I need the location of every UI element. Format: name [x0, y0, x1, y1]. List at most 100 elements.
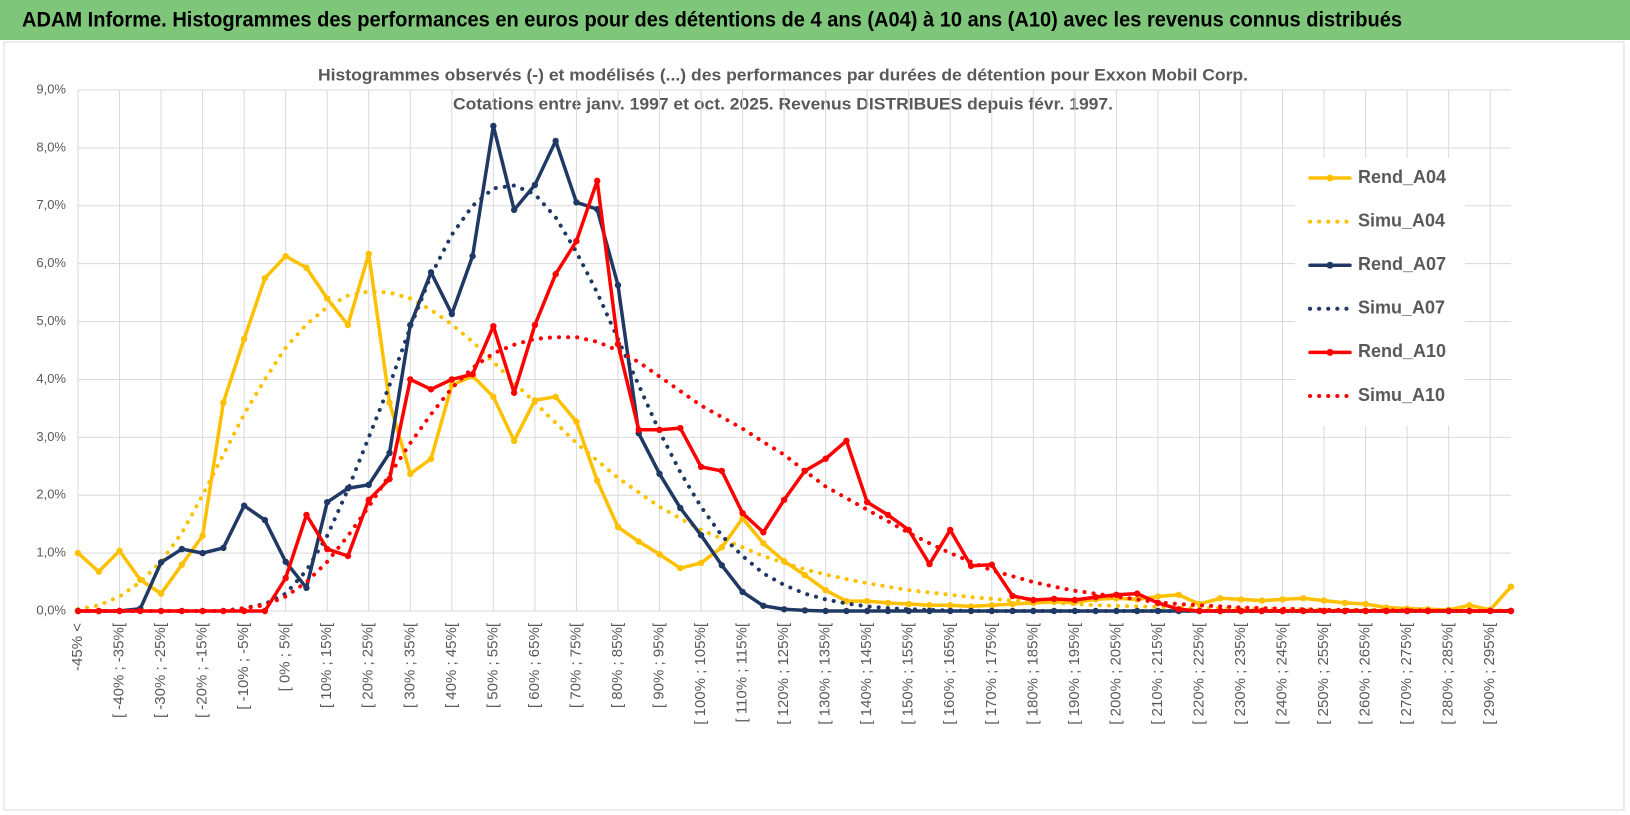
- point: [365, 250, 372, 258]
- point: [801, 607, 809, 614]
- point: [988, 602, 995, 609]
- point: [1175, 606, 1182, 613]
- point: [95, 568, 102, 575]
- x-tick-label: -45% <: [69, 623, 86, 671]
- point: [448, 310, 456, 318]
- point: [1320, 597, 1328, 604]
- point: [594, 206, 601, 213]
- point: [677, 424, 684, 432]
- series-line: [76, 183, 1513, 613]
- point: [573, 199, 580, 206]
- point: [344, 552, 352, 560]
- point: [967, 562, 975, 570]
- point: [1258, 607, 1265, 615]
- point: [635, 426, 642, 434]
- point: [240, 335, 248, 343]
- x-tick-label: [ 160% ; 165%[: [941, 622, 958, 725]
- x-tick-label: [ 120% ; 125%[: [775, 622, 792, 725]
- point: [1362, 600, 1369, 608]
- point: [1009, 600, 1016, 608]
- x-tick-label: [ 50% ; 55%[: [484, 622, 501, 708]
- point: [1175, 591, 1182, 598]
- point: [863, 498, 871, 506]
- point: [1341, 599, 1349, 607]
- point: [427, 386, 435, 393]
- point: [490, 122, 497, 130]
- point: [1466, 602, 1473, 609]
- point: [1050, 595, 1058, 603]
- point: [261, 516, 269, 524]
- y-tick-label: 7,0%: [36, 197, 66, 212]
- point: [863, 597, 871, 605]
- point: [1507, 583, 1515, 590]
- point: [365, 496, 372, 504]
- point: [386, 475, 393, 483]
- point: [303, 511, 310, 519]
- point: [407, 376, 414, 383]
- point: [1487, 607, 1494, 615]
- x-tick-label: [ 70% ; 75%[: [567, 622, 584, 708]
- point: [1258, 597, 1265, 604]
- point: [510, 389, 518, 396]
- point: [967, 603, 975, 610]
- legend-label: Rend_A07: [1358, 254, 1446, 274]
- y-tick-label: 1,0%: [36, 545, 66, 560]
- x-tick-label: [ 150% ; 155%[: [900, 622, 917, 725]
- point: [220, 544, 227, 552]
- header-bar: [0, 0, 1630, 40]
- point: [261, 607, 269, 615]
- point: [988, 607, 995, 615]
- point: [926, 607, 933, 615]
- point: [178, 545, 186, 553]
- point: [905, 600, 912, 608]
- x-tick-label: [ 40% ; 45%[: [443, 622, 460, 708]
- x-tick-label: [ 200% ; 205%[: [1107, 622, 1124, 725]
- point: [531, 181, 539, 189]
- point: [448, 382, 456, 389]
- x-tick-label: [ 170% ; 175%[: [983, 622, 1000, 725]
- point: [739, 588, 746, 596]
- point: [1466, 607, 1473, 615]
- legend-marker: [1326, 261, 1334, 269]
- x-tick-label: [ -40% ; -35%[: [111, 622, 128, 718]
- point: [510, 437, 518, 445]
- point: [531, 321, 539, 329]
- x-tick-label: [ 250% ; 255%[: [1315, 622, 1332, 725]
- point: [718, 467, 726, 475]
- point: [178, 607, 186, 615]
- x-tick-label: [ 130% ; 135%[: [817, 622, 834, 725]
- point: [386, 449, 393, 457]
- point: [1217, 595, 1224, 602]
- point: [1113, 591, 1120, 598]
- point: [780, 496, 788, 504]
- point: [656, 426, 663, 434]
- x-tick-label: [ 60% ; 65%[: [526, 622, 543, 708]
- series-line: [76, 179, 1513, 613]
- point: [220, 399, 227, 406]
- point: [656, 470, 663, 478]
- point: [614, 523, 622, 531]
- point: [780, 606, 788, 613]
- y-tick-label: 0,0%: [36, 602, 66, 617]
- point: [822, 455, 829, 462]
- x-tick-label: [ 230% ; 235%[: [1232, 622, 1249, 725]
- point: [947, 602, 954, 609]
- point: [324, 545, 331, 553]
- point: [905, 526, 912, 534]
- point: [324, 295, 331, 302]
- point: [1300, 595, 1307, 602]
- x-tick-label: [ 180% ; 185%[: [1024, 622, 1041, 725]
- point: [469, 371, 476, 378]
- point: [677, 564, 684, 572]
- point: [157, 559, 165, 566]
- point: [1071, 607, 1079, 615]
- point: [261, 274, 269, 282]
- point: [490, 393, 497, 401]
- point: [801, 571, 809, 579]
- point: [1009, 592, 1016, 600]
- point: [947, 526, 954, 534]
- point: [926, 602, 933, 609]
- point: [344, 321, 352, 329]
- point: [573, 418, 580, 425]
